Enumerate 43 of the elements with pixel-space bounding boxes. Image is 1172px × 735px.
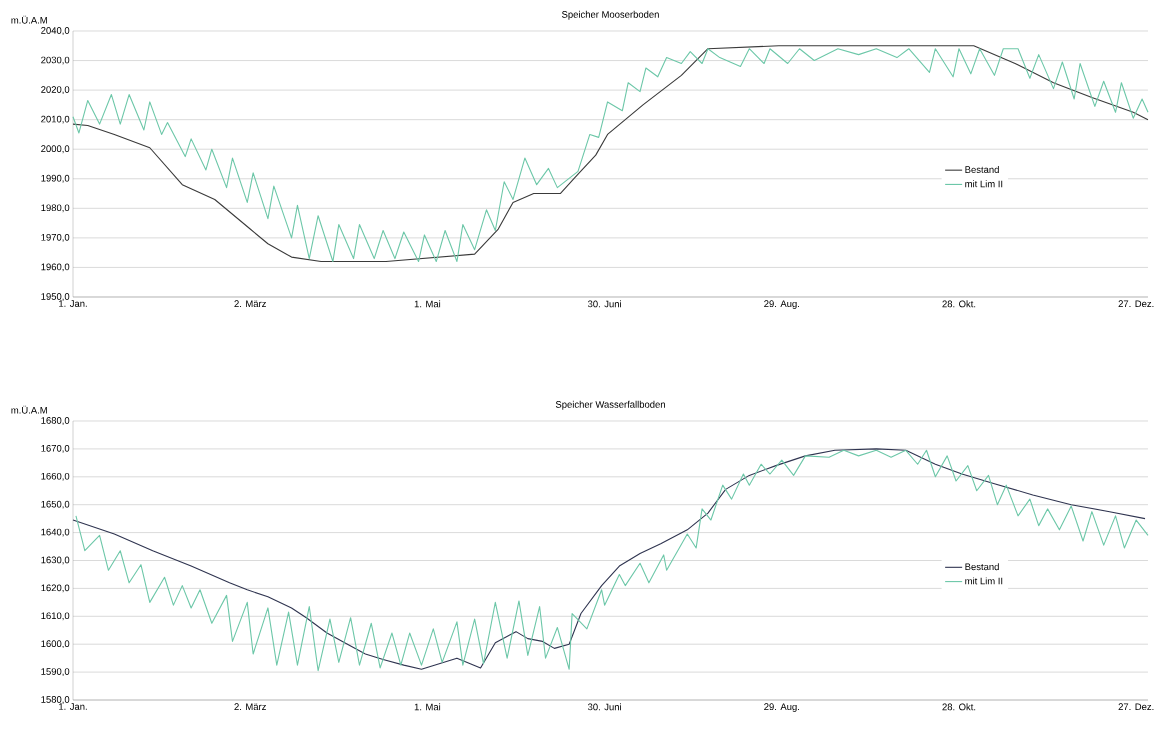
x-tick-label: 1. Jan. <box>59 703 87 710</box>
x-tick-label: 1. Mai <box>414 300 441 308</box>
legend-label: mit Lim II <box>965 577 1003 585</box>
y-tick-label: 1600,0 <box>41 640 70 649</box>
y-tick-label: 1580,0 <box>41 696 70 704</box>
y-tick-label: 2010,0 <box>41 115 70 124</box>
y-tick-label: 2020,0 <box>41 86 70 95</box>
x-tick-label: 29. Aug. <box>764 300 799 309</box>
y-tick-label: 1590,0 <box>41 668 70 677</box>
x-tick-label: 27. Dez. <box>1118 703 1154 711</box>
x-tick-label: 30. Juni <box>587 300 621 308</box>
y-tick-label: 1950,0 <box>41 293 70 301</box>
x-tick-label: 1. Mai <box>414 703 441 711</box>
x-tick-label: 2. März <box>234 703 266 711</box>
y-axis-title: m.Ü.A.M <box>11 405 47 414</box>
x-tick-label: 28. Okt. <box>942 703 976 711</box>
chart-title: Speicher Wasserfallboden <box>555 400 665 410</box>
y-tick-label: 1630,0 <box>41 556 70 565</box>
x-tick-label: 27. Dez. <box>1118 300 1154 308</box>
legend-label: Bestand <box>965 563 999 571</box>
y-tick-label: 2000,0 <box>41 145 70 154</box>
y-tick-label: 2040,0 <box>41 27 70 35</box>
y-tick-label: 1670,0 <box>41 444 70 453</box>
x-tick-label: 28. Okt. <box>942 300 976 308</box>
y-tick-label: 1660,0 <box>41 472 70 481</box>
y-tick-label: 1650,0 <box>41 500 70 509</box>
y-tick-label: 1970,0 <box>41 233 70 242</box>
y-tick-label: 1990,0 <box>41 174 70 183</box>
legend-label: mit Lim II <box>965 180 1003 188</box>
chart-title: Speicher Mooserboden <box>562 10 659 20</box>
y-tick-label: 1960,0 <box>41 263 70 272</box>
y-axis-title: m.Ü.A.M <box>11 15 47 24</box>
y-tick-label: 1640,0 <box>41 528 70 537</box>
legend-label: Bestand <box>965 166 999 173</box>
x-tick-label: 30. Juni <box>587 703 621 711</box>
y-tick-label: 2030,0 <box>41 56 70 65</box>
y-tick-label: 1980,0 <box>41 204 70 213</box>
x-tick-label: 2. März <box>234 300 266 308</box>
y-tick-label: 1680,0 <box>41 417 70 425</box>
x-tick-label: 1. Jan. <box>59 300 87 307</box>
x-tick-label: 29. Aug. <box>764 703 799 712</box>
y-tick-label: 1620,0 <box>41 584 70 593</box>
y-tick-label: 1610,0 <box>41 612 70 621</box>
